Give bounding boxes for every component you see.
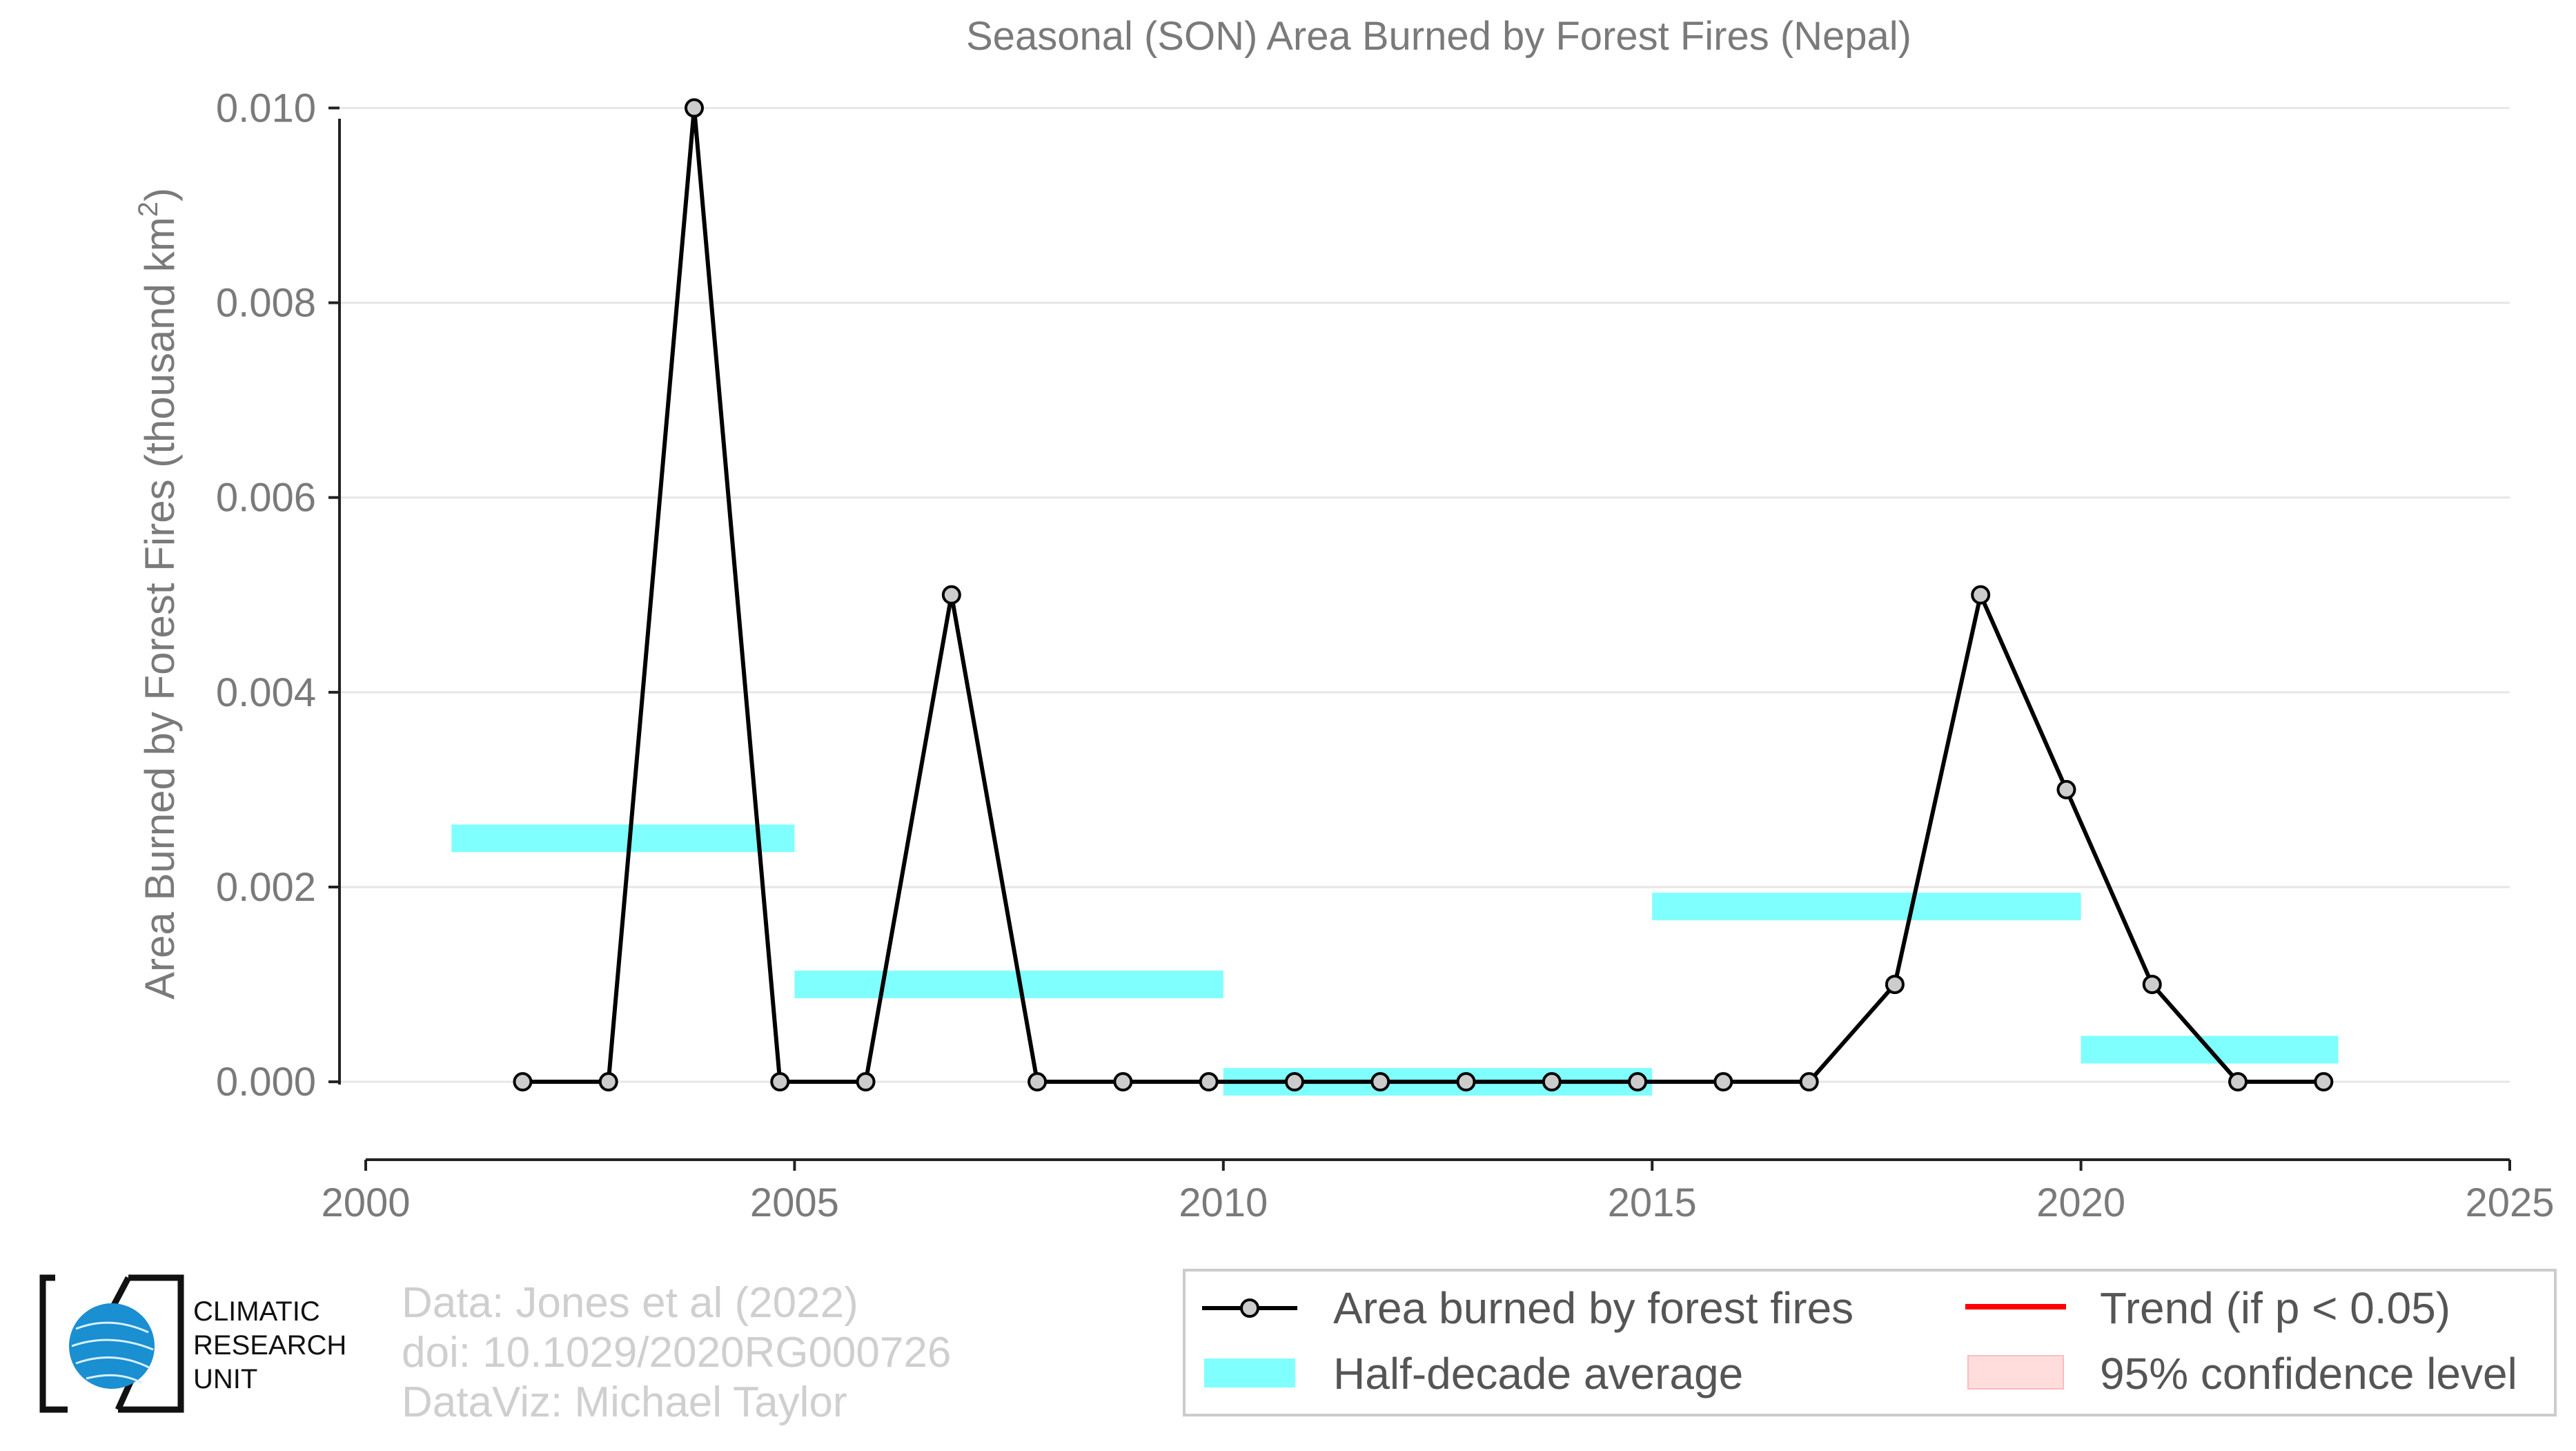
data-point: [1284, 1072, 1304, 1092]
data-point: [684, 98, 704, 118]
x-axis: 2000 2005 2010 2015 2020 2025: [321, 1158, 2555, 1225]
y-axis-title: Area Burned by Forest Fires (thousand km…: [133, 188, 183, 1000]
y-tick-label: 0.010: [216, 86, 316, 130]
legend: Area burned by forest fires Trend (if p …: [1183, 1269, 2557, 1416]
legend-half-decade-swatch-icon: [1204, 1359, 1295, 1387]
data-point: [1542, 1072, 1562, 1092]
y-tick-label: 0.006: [216, 476, 316, 520]
data-point: [1199, 1072, 1219, 1092]
legend-label-trend: Trend (if p < 0.05): [2100, 1283, 2450, 1333]
data-point: [1628, 1072, 1648, 1092]
logo-bracket-left-icon: [39, 1274, 68, 1413]
logo-text-unit: UNIT: [193, 1364, 257, 1394]
x-tick-label: 2005: [750, 1180, 839, 1225]
y-axis: 0.000 0.002 0.004 0.006 0.008 0.010: [216, 86, 341, 1104]
y-tick-label: 0.002: [216, 865, 316, 910]
data-point: [2228, 1072, 2248, 1092]
legend-label-confidence: 95% confidence level: [2100, 1349, 2517, 1399]
cru-logo: CLIMATIC RESEARCH UNIT: [39, 1274, 346, 1413]
y-tick-label: 0.000: [216, 1060, 316, 1104]
credit-data: Data: Jones et al (2022): [402, 1279, 858, 1327]
data-point: [770, 1072, 790, 1092]
chart-title: Seasonal (SON) Area Burned by Forest Fir…: [966, 14, 1911, 59]
legend-marker-swatch-icon: [1240, 1298, 1259, 1318]
credit-dataviz: DataViz: Michael Taylor: [402, 1379, 847, 1426]
legend-label-half-decade: Half-decade average: [1333, 1349, 1743, 1399]
y-tick-label: 0.008: [216, 281, 316, 326]
credit-doi: doi: 10.1029/2020RG000726: [402, 1329, 951, 1376]
x-tick-label: 2010: [1179, 1180, 1268, 1225]
x-tick-label: 2025: [2465, 1180, 2554, 1225]
logo-bracket-right-icon: [118, 1274, 184, 1413]
data-point: [1799, 1072, 1819, 1092]
data-point: [856, 1072, 876, 1092]
data-point: [2314, 1072, 2334, 1092]
data-point: [1971, 585, 1991, 605]
data-point: [1713, 1072, 1733, 1092]
data-point: [1456, 1072, 1476, 1092]
series-points: [513, 98, 2334, 1092]
half-decade-bar: [794, 971, 1223, 999]
x-tick-label: 2000: [321, 1180, 410, 1225]
data-point: [598, 1072, 618, 1092]
x-tick-label: 2020: [2036, 1180, 2125, 1225]
y-tick-label: 0.004: [216, 670, 316, 715]
data-point: [1370, 1072, 1390, 1092]
data-point: [1885, 975, 1905, 995]
data-point: [2142, 975, 2162, 995]
gridlines: [340, 106, 2510, 1083]
series-line-area-burned: [522, 106, 2324, 1084]
data-point: [1028, 1072, 1048, 1092]
data-point: [1113, 1072, 1133, 1092]
legend-confidence-swatch-icon: [1967, 1355, 2064, 1390]
logo-text-climatic: CLIMATIC: [193, 1296, 320, 1327]
legend-box: [1183, 1269, 2557, 1416]
data-point: [2056, 779, 2076, 799]
half-decade-average-bands: [451, 824, 2339, 1096]
half-decade-bar: [1652, 893, 2081, 921]
data-point: [513, 1072, 533, 1092]
half-decade-bar: [451, 824, 795, 853]
logo-text-research: RESEARCH: [193, 1330, 346, 1361]
data-point: [941, 585, 961, 605]
globe-lines-icon: [71, 1321, 154, 1384]
logo-slash-bottom-icon: [115, 1379, 135, 1411]
x-tick-label: 2015: [1608, 1180, 1697, 1225]
legend-label-area-burned: Area burned by forest fires: [1333, 1283, 1854, 1333]
